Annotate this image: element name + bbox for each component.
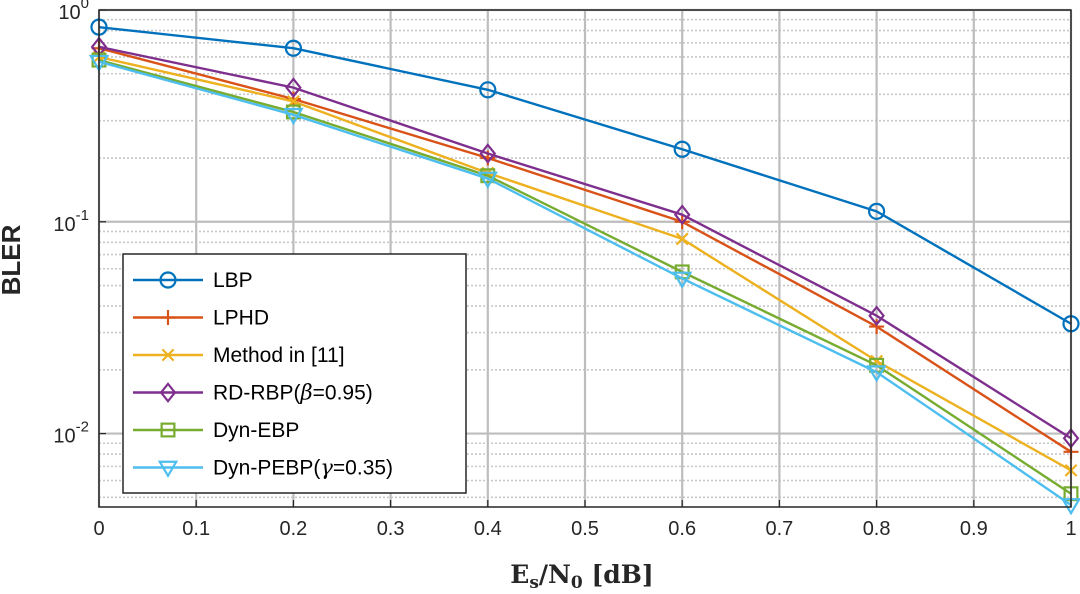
x-tick-label: 0.3 — [377, 518, 405, 540]
series-line — [98, 47, 1072, 453]
y-axis-label: BLER — [0, 224, 26, 295]
series-line — [98, 58, 1072, 495]
data-point — [285, 77, 302, 99]
x-tick-label: 0.1 — [182, 518, 210, 540]
x-tick-label: 1 — [1065, 518, 1076, 540]
series-line — [98, 45, 1072, 440]
legend-label: LBP — [213, 269, 253, 292]
legend-marker — [157, 460, 179, 478]
data-point — [479, 143, 497, 164]
x-tick-label: 0.5 — [571, 518, 599, 540]
x-tick-label: 0.8 — [863, 518, 891, 540]
legend-label: Dyn-PEBP(γ=0.35) — [213, 456, 393, 480]
x-axis-label: Es/N0 [dB] — [510, 560, 653, 593]
series-line — [98, 60, 1072, 506]
legend-marker — [160, 310, 176, 325]
data-point — [673, 140, 691, 158]
y-tick-label: 10-2 — [53, 419, 89, 448]
legend-label: RD-RBP(β=0.95) — [213, 381, 373, 405]
legend-marker — [159, 271, 177, 289]
data-point — [869, 319, 885, 335]
y-tick-label: 10-1 — [53, 207, 89, 236]
legend-label: Method in [11] — [213, 344, 345, 367]
x-tick-labels: 0 0.1 0.2 0.3 0.4 0.5 0.6 0.7 0.8 0.9 1 — [93, 500, 1077, 540]
legend-label: LPHD — [213, 307, 269, 330]
series-line — [98, 55, 1072, 472]
data-point — [675, 232, 689, 246]
legend-marker — [161, 348, 175, 362]
legend-marker — [160, 422, 176, 438]
legend-marker — [159, 382, 177, 403]
data-point — [479, 81, 497, 99]
x-tick-label: 0.9 — [960, 518, 988, 540]
legend-label: Dyn-EBP — [213, 419, 299, 442]
x-tick-label: 0.2 — [279, 518, 307, 540]
legend-item: RD-RBP(β=0.95) — [133, 381, 373, 405]
data-point — [283, 107, 304, 126]
y-tick-labels: 100 10-1 10-2 — [53, 0, 106, 448]
legend-item: Dyn-EBP — [133, 419, 299, 442]
data-point — [672, 271, 693, 289]
legend-item: LBP — [133, 269, 253, 292]
x-tick-label: 0.6 — [668, 518, 696, 540]
legend-item: LPHD — [133, 307, 269, 330]
legend-box — [122, 253, 467, 494]
series-5 — [88, 54, 1080, 516]
y-tick-label: 100 — [58, 0, 89, 24]
x-tick-label: 0.7 — [765, 518, 793, 540]
data-point — [867, 202, 886, 220]
series-3 — [90, 36, 1080, 449]
data-point — [285, 91, 301, 107]
legend-item: Method in [11] — [133, 344, 345, 367]
legend-item: Dyn-PEBP(γ=0.35) — [133, 456, 393, 480]
data-point — [866, 365, 887, 383]
data-point — [477, 171, 498, 189]
legend: LBP LPHD Method in [11] RD-RBP(β=0.95) Dyn-E… — [122, 253, 467, 494]
data-point — [868, 305, 885, 327]
data-point — [673, 204, 691, 226]
series-layer — [88, 18, 1080, 516]
data-point — [284, 39, 302, 57]
x-tick-label: 0.4 — [474, 518, 502, 540]
series-line — [98, 25, 1072, 325]
x-tick-label: 0 — [93, 518, 104, 540]
